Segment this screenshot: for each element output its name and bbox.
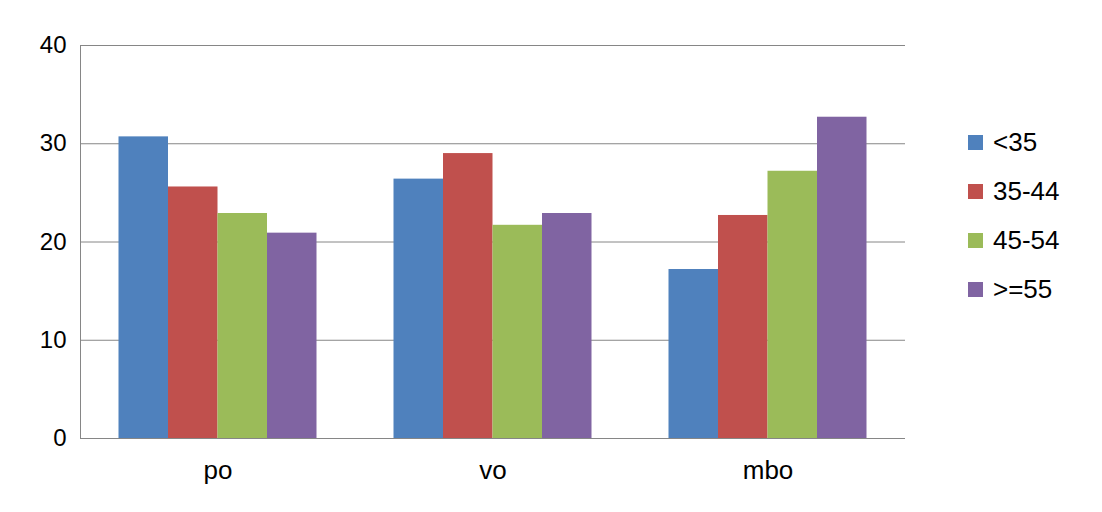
html-text:>=55: >=55 — [993, 274, 1053, 304]
svg-text:20: 20 — [40, 228, 67, 255]
svg-text:po: po — [204, 455, 233, 485]
svg-text:0: 0 — [53, 424, 66, 451]
html-text:35-44: 35-44 — [993, 176, 1060, 206]
svg-text:30: 30 — [40, 129, 67, 156]
svg-text:40: 40 — [40, 31, 67, 58]
svg-text:10: 10 — [40, 326, 67, 353]
html-text:<35: <35 — [993, 127, 1038, 157]
svg-text:vo: vo — [479, 455, 506, 485]
html-text:45-54: 45-54 — [993, 225, 1060, 255]
svg-text:mbo: mbo — [743, 455, 794, 485]
